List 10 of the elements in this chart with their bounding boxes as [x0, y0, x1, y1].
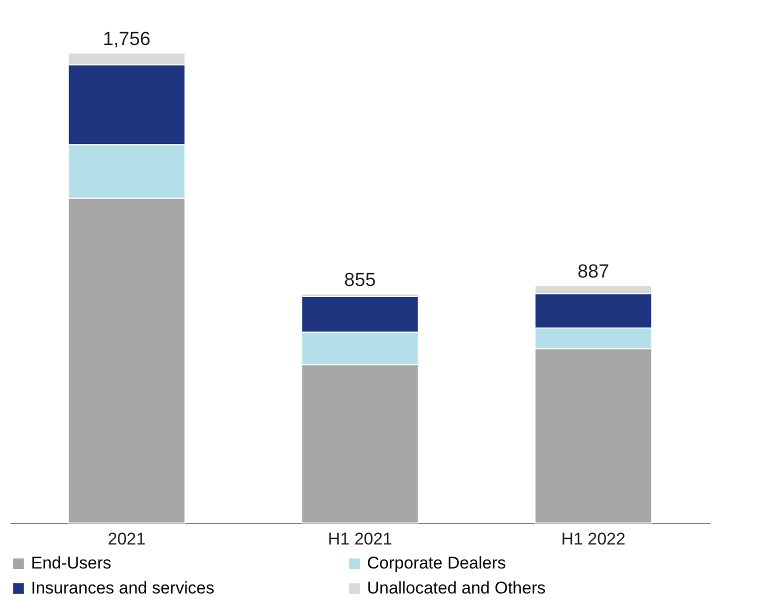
legend-label: Unallocated and Others	[367, 578, 546, 598]
x-tick-label: H1 2021	[328, 530, 392, 548]
legend-label: Corporate Dealers	[367, 554, 506, 573]
x-tick-label: 2021	[108, 530, 146, 548]
annotation: 887	[577, 262, 610, 283]
legend-label: Insurances and services	[31, 578, 214, 598]
annotation: 855	[344, 270, 376, 292]
annotation: 1,756	[102, 29, 150, 50]
legend-label: End-Users	[31, 554, 112, 573]
x-tick-label: H1 2022	[561, 530, 626, 548]
